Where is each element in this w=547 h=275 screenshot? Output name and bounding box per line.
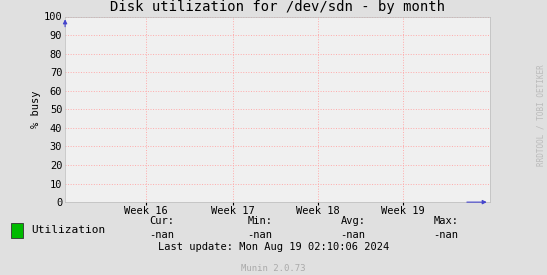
Text: RRDTOOL / TOBI OETIKER: RRDTOOL / TOBI OETIKER [537,65,546,166]
Y-axis label: % busy: % busy [31,90,41,128]
Text: -nan: -nan [149,230,174,240]
Text: -nan: -nan [340,230,365,240]
Text: Avg:: Avg: [340,216,365,226]
Text: Last update: Mon Aug 19 02:10:06 2024: Last update: Mon Aug 19 02:10:06 2024 [158,243,389,252]
Text: Cur:: Cur: [149,216,174,226]
Text: Utilization: Utilization [31,225,106,235]
Text: -nan: -nan [247,230,272,240]
Title: Disk utilization for /dev/sdn - by month: Disk utilization for /dev/sdn - by month [110,0,445,14]
Text: Min:: Min: [247,216,272,226]
Text: Munin 2.0.73: Munin 2.0.73 [241,264,306,273]
Text: -nan: -nan [433,230,458,240]
Text: Max:: Max: [433,216,458,226]
